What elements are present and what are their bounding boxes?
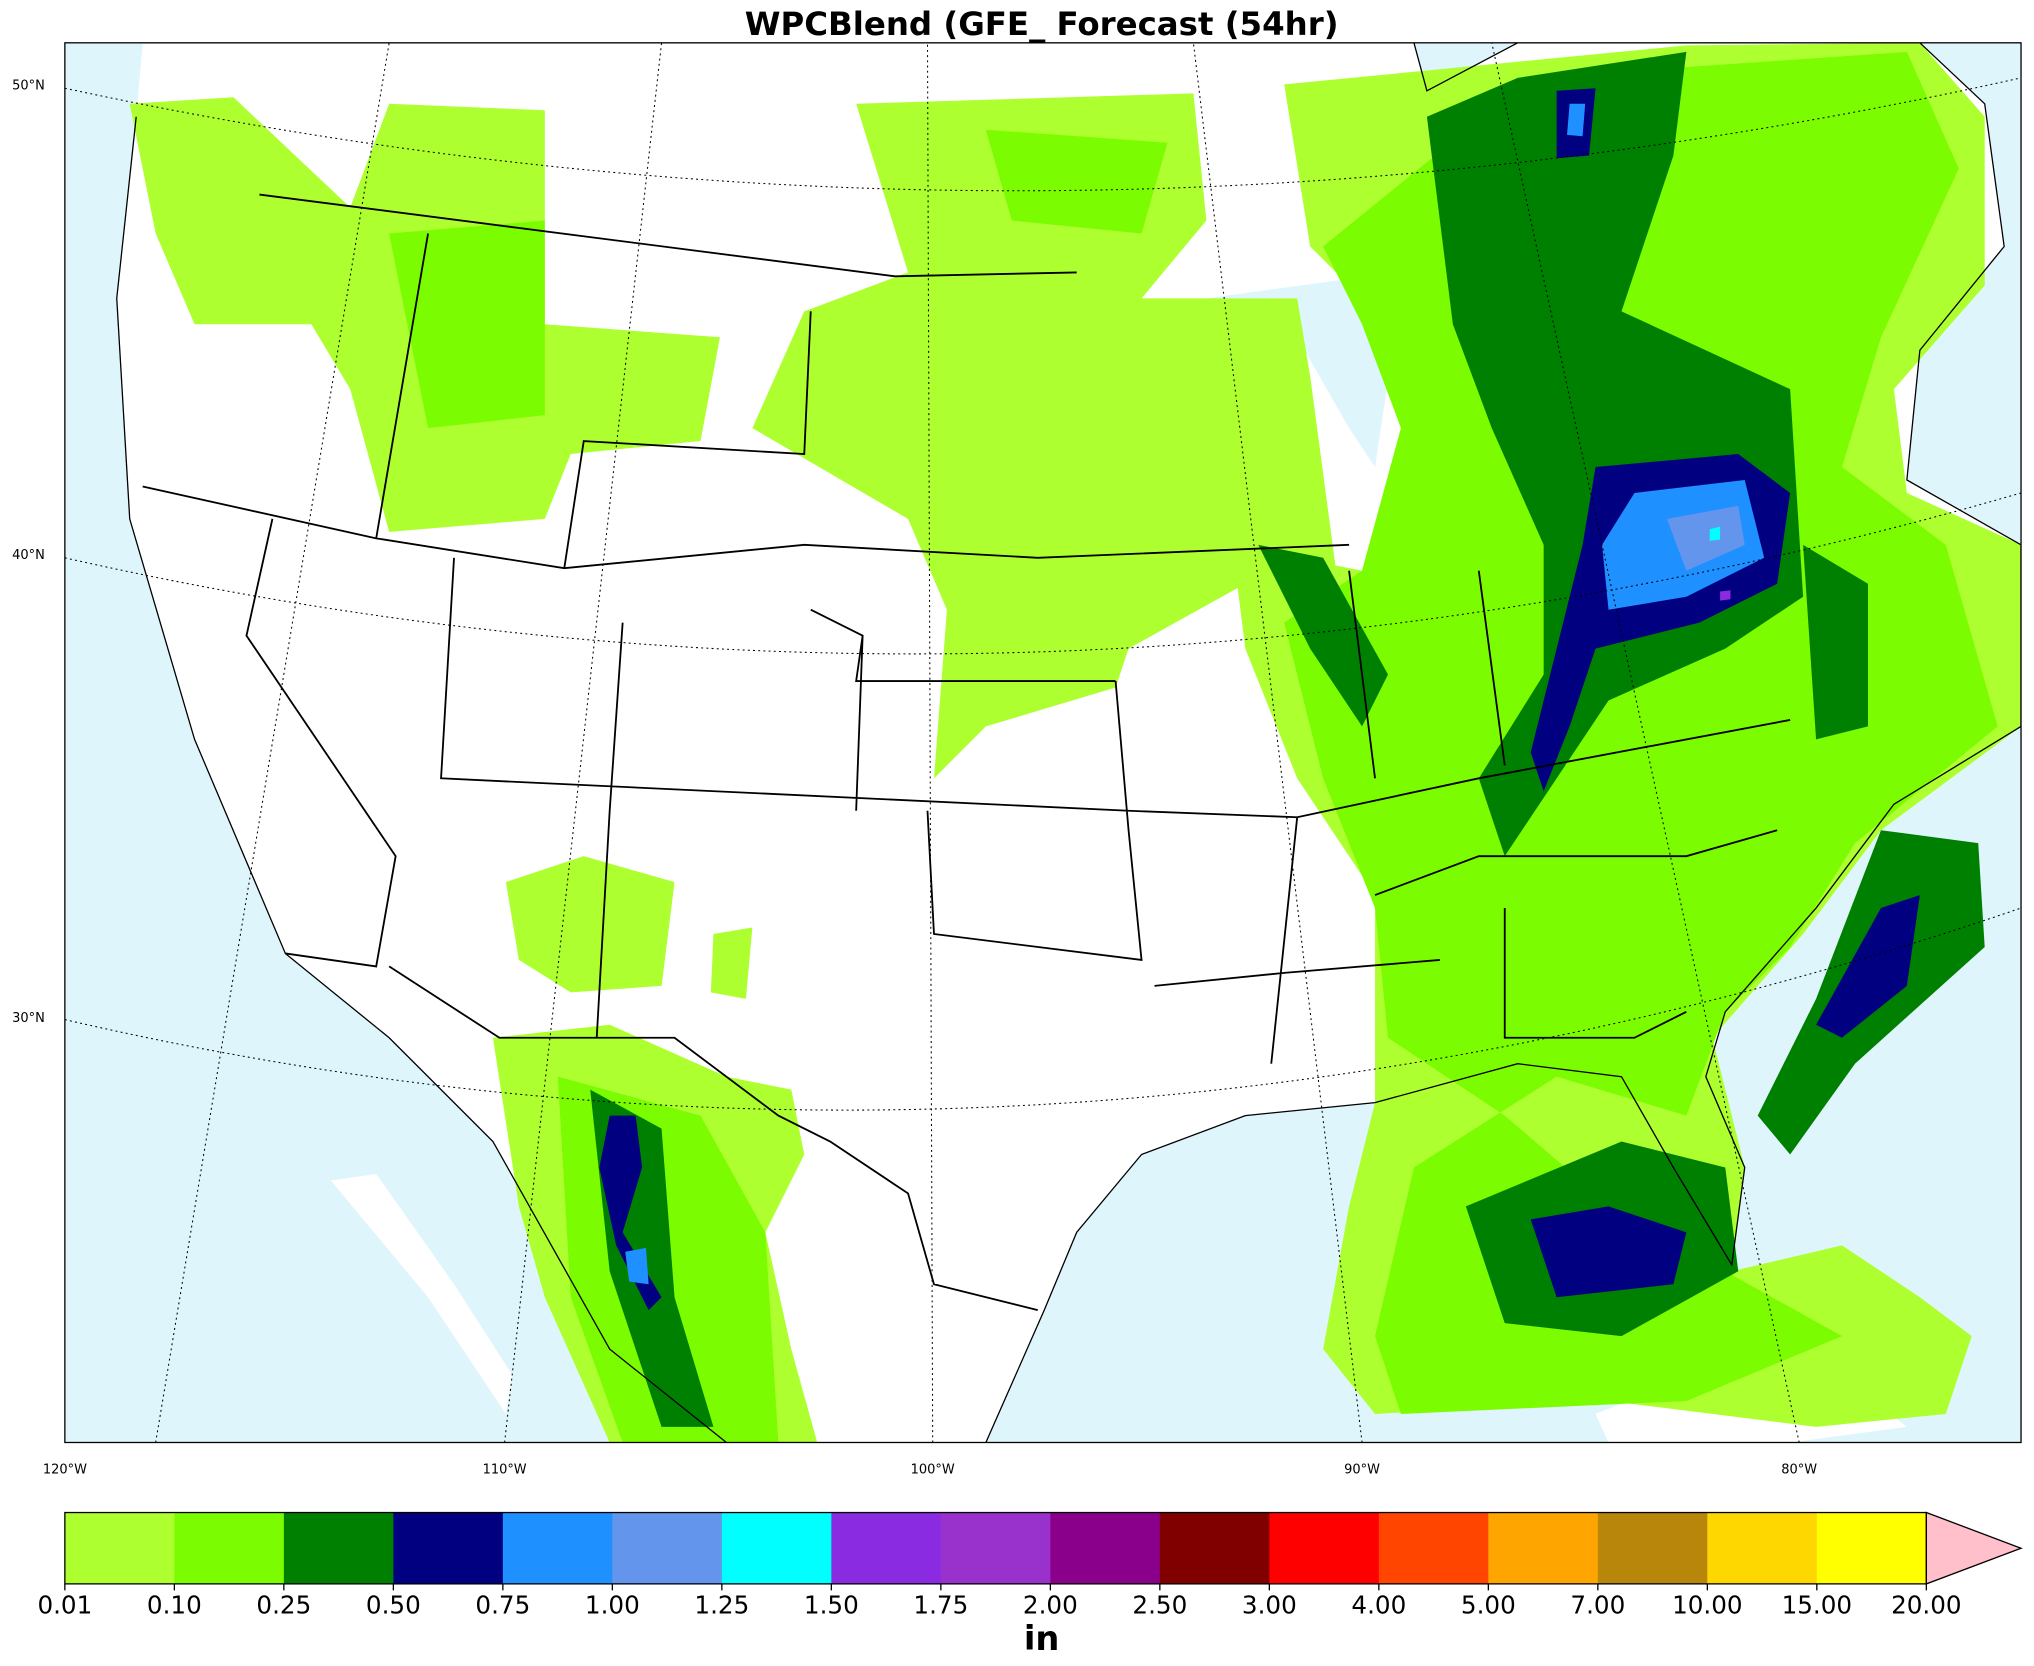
precip-area <box>1816 895 1920 1038</box>
precip-area <box>710 927 753 999</box>
colorbar-segment <box>612 1512 723 1584</box>
colorbar-segment <box>1269 1512 1380 1584</box>
precip-area <box>1567 103 1586 137</box>
colorbar-tick-label: 10.00 <box>1672 1591 1742 1620</box>
precip-area <box>985 129 1168 234</box>
land <box>330 1173 513 1414</box>
colorbar-segment <box>64 1512 176 1584</box>
colorbar-segment <box>1050 1512 1161 1584</box>
lat-label: 30°N <box>12 1011 45 1026</box>
colorbar-tick-label: 20.00 <box>1891 1591 1961 1620</box>
precip-area <box>1720 590 1731 601</box>
colorbar-tick-label: 0.75 <box>475 1591 530 1620</box>
colorbar-tick-label: 1.25 <box>694 1591 749 1620</box>
colorbar-tick-label: 5.00 <box>1461 1591 1516 1620</box>
coastline <box>116 42 2022 1443</box>
boundary <box>142 193 1791 1312</box>
colorbar-segment <box>940 1512 1051 1584</box>
colorbar-tick-label: 2.50 <box>1132 1591 1187 1620</box>
colorbar-tick-label: 0.25 <box>256 1591 311 1620</box>
precip-area <box>599 1115 662 1311</box>
colorbar-tick-label: 7.00 <box>1570 1591 1625 1620</box>
colorbar-tick-label: 15.00 <box>1782 1591 1852 1620</box>
precip-area <box>1666 505 1745 571</box>
colorbar-segment <box>1707 1512 1818 1584</box>
colorbar-tick-label: 0.50 <box>366 1591 421 1620</box>
lon-label: 90°W <box>1344 1463 1380 1478</box>
colorbar-segment <box>283 1512 395 1584</box>
precip-area <box>752 93 1337 779</box>
lon-label: 120°W <box>43 1463 87 1478</box>
precip-area <box>505 856 675 993</box>
precip-area <box>625 1247 649 1285</box>
colorbar-tick-label: 2.00 <box>1023 1591 1078 1620</box>
colorbar-tick-label: 1.50 <box>804 1591 859 1620</box>
colorbar-unit: in <box>1024 1619 1060 1658</box>
graticule <box>64 42 2022 1443</box>
precip-area <box>1709 526 1721 541</box>
colorbar-tick-label: 4.00 <box>1351 1591 1406 1620</box>
lat-label: 50°N <box>12 79 45 94</box>
colorbar-tick-label: 0.10 <box>147 1591 202 1620</box>
precip-area <box>1258 544 1388 727</box>
colorbar-segment <box>1816 1512 1927 1584</box>
colorbar-segment <box>721 1512 832 1584</box>
colorbar-tick-label: 1.00 <box>585 1591 640 1620</box>
precip-area <box>1284 51 1998 1414</box>
lon-label: 80°W <box>1781 1463 1817 1478</box>
precip-area <box>1803 544 1868 740</box>
colorbar-tick-label: 1.75 <box>913 1591 968 1620</box>
lon-label: 110°W <box>483 1463 527 1478</box>
colorbar-extend <box>1925 1511 2023 1585</box>
colorbar-tick-label: 3.00 <box>1242 1591 1297 1620</box>
colorbar-tick-label: 0.01 <box>37 1591 92 1620</box>
map-frame <box>64 42 2022 1444</box>
colorbar-segment <box>1159 1512 1270 1584</box>
lat-label: 40°N <box>12 548 45 563</box>
precip-area <box>1426 51 1804 857</box>
precip-area <box>389 220 545 429</box>
colorbar-segment <box>1488 1512 1599 1584</box>
colorbar: 0.01 0.10 0.25 0.50 0.75 1.00 1.25 1.50 1.75 2.00… <box>37 1511 2023 1620</box>
colorbar-frame <box>64 1511 1927 1585</box>
colorbar-segment <box>1378 1512 1489 1584</box>
colorbar-segment <box>1597 1512 1708 1584</box>
colorbar-segment <box>174 1512 285 1584</box>
map-title: WPCBlend (GFE_ Forecast (54hr) <box>745 5 1339 43</box>
map: 50°N 40°N 30°N 120°W 110°W 100°W 90°W 80°W <box>12 42 2022 1478</box>
colorbar-segment <box>502 1512 614 1584</box>
lon-label: 100°W <box>911 1463 955 1478</box>
colorbar-segment <box>393 1512 504 1584</box>
precip-area <box>1530 1206 1687 1298</box>
colorbar-segment <box>831 1512 942 1584</box>
